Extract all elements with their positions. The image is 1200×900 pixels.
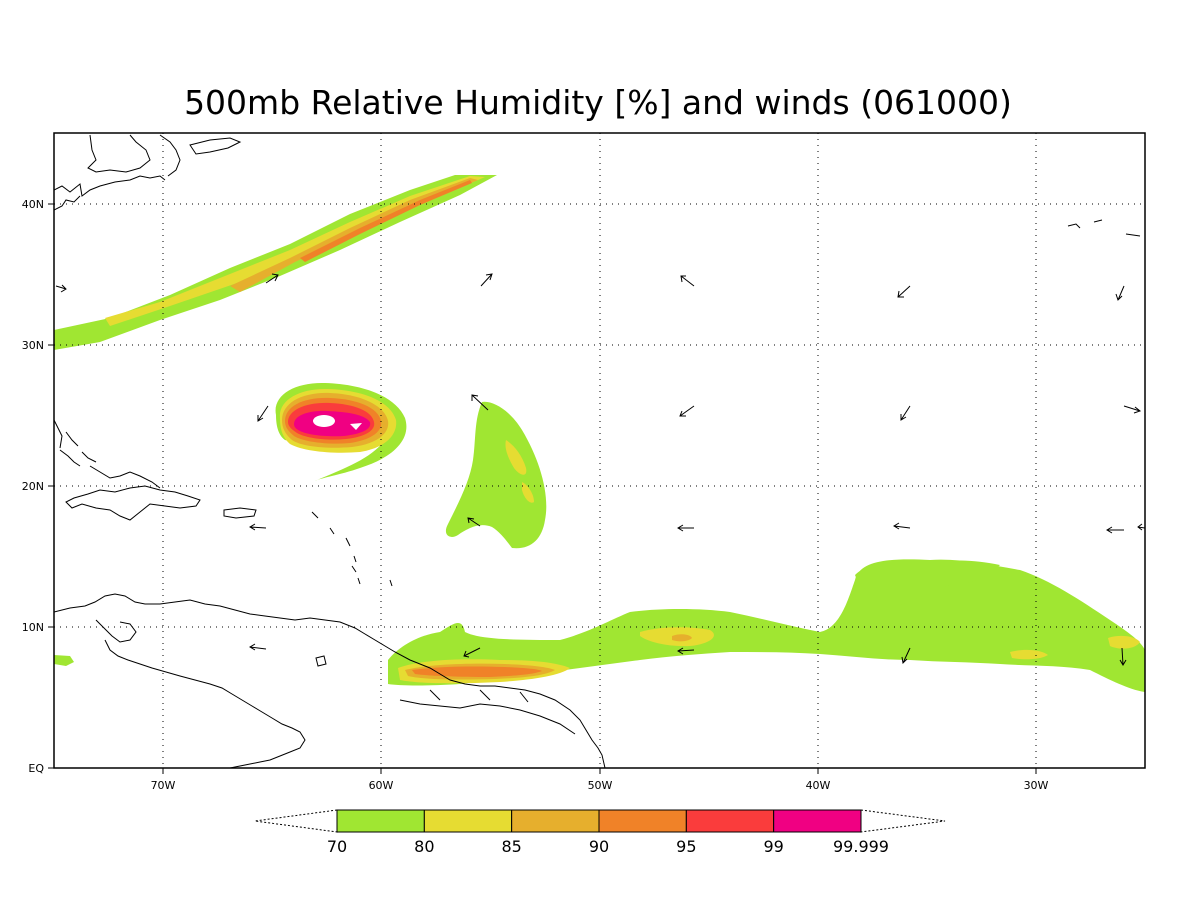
wind-arrow [1106,526,1124,534]
x-tick-label: 50W [588,779,613,792]
y-tick-label: 10N [22,621,44,634]
coastline-guianas [399,689,576,735]
colorbar-label: 85 [501,837,521,856]
colorbar-swatch [685,809,775,833]
wind-arrow [893,522,911,530]
x-tick-label: 40W [806,779,831,792]
wind-arrow [677,524,694,532]
colorbar-right-extension [860,809,946,833]
humidity-itcz-90 [412,666,542,677]
wind-arrow [900,405,911,421]
y-tick-label: 30N [22,339,44,352]
colorbar-swatch [336,809,425,833]
coastline-trinidad [315,655,327,667]
colorbar-left-extension [254,809,338,833]
colorbar-swatch [511,809,600,833]
map-plot-area: 70W 60W 50W 40W 30W EQ 10N 20N 30N 40N [22,132,1146,792]
humidity-itcz-80-east [1010,649,1048,660]
chart-title: 500mb Relative Humidity [%] and winds (0… [184,83,1012,122]
wind-arrow [265,273,279,284]
wind-arrow [257,405,269,422]
colorbar-label: 90 [589,837,609,856]
humidity-crescent [445,401,547,549]
y-tick-labels: EQ 10N 20N 30N 40N [22,198,45,775]
colorbar-swatch [773,809,862,833]
humidity-itcz-80-east2 [1108,635,1140,649]
humidity-band-north-85 [230,178,478,292]
coastlines [54,134,1141,768]
humidity-itcz-ne-lobe [855,560,1000,605]
wind-arrow [249,643,267,651]
colorbar-label: 80 [414,837,434,856]
colorbar-label: 99 [763,837,783,856]
humidity-itcz-70 [388,559,1145,692]
colorbar: 70 80 85 90 95 99 99.999 [254,809,946,856]
wind-arrow [897,285,911,298]
humidity-west-blob [54,655,74,666]
colorbar-swatch [423,809,513,833]
coastline-florida [54,419,81,467]
wind-arrow [471,394,489,411]
humidity-itcz-85-mid [672,634,692,642]
x-tick-label: 70W [151,779,176,792]
x-tick-label: 60W [369,779,394,792]
humidity-band-north-90 [300,180,472,262]
coastline-cuba-bahamas [65,431,161,489]
hurricane-eye-wedge [350,423,362,430]
humidity-crescent-80 [505,440,527,475]
wind-arrow [680,275,695,287]
coastline-nova-scotia [189,137,242,155]
colorbar-label: 70 [327,837,347,856]
humidity-shading [54,175,1145,692]
wind-arrow [901,647,911,665]
wind-arrow [1123,405,1142,414]
gridlines [54,133,1145,768]
wind-arrow [467,517,481,527]
plot-frame [53,132,1146,769]
wind-arrow [249,523,267,531]
colorbar-swatch [598,809,687,833]
wind-arrow [1115,285,1125,301]
y-tick-label: EQ [28,762,44,775]
coastline-azores [1067,219,1141,237]
wind-arrow [677,647,695,655]
x-tick-labels: 70W 60W 50W 40W 30W [151,779,1049,792]
wind-arrow [1137,523,1145,531]
y-tick-label: 20N [22,480,44,493]
coastline-puerto-rico [223,507,257,519]
wind-arrow [679,405,695,417]
x-tick-label: 30W [1024,779,1049,792]
wind-arrow [1119,647,1127,666]
colorbar-label: 99.999 [833,837,889,856]
wind-arrow [480,273,493,287]
coastline-south-america [54,593,606,768]
wind-vectors [55,273,1145,666]
coastline-lesser-antilles [311,511,393,587]
y-tick-label: 40N [22,198,44,211]
tick-marks [48,203,1037,774]
wind-arrow [463,647,481,658]
coastline-hispaniola [65,485,201,521]
wind-arrow [55,284,67,293]
coastline-north-america [54,134,181,211]
humidity-crescent-80b [522,482,534,503]
colorbar-label: 95 [676,837,696,856]
hurricane-eye [313,415,335,427]
